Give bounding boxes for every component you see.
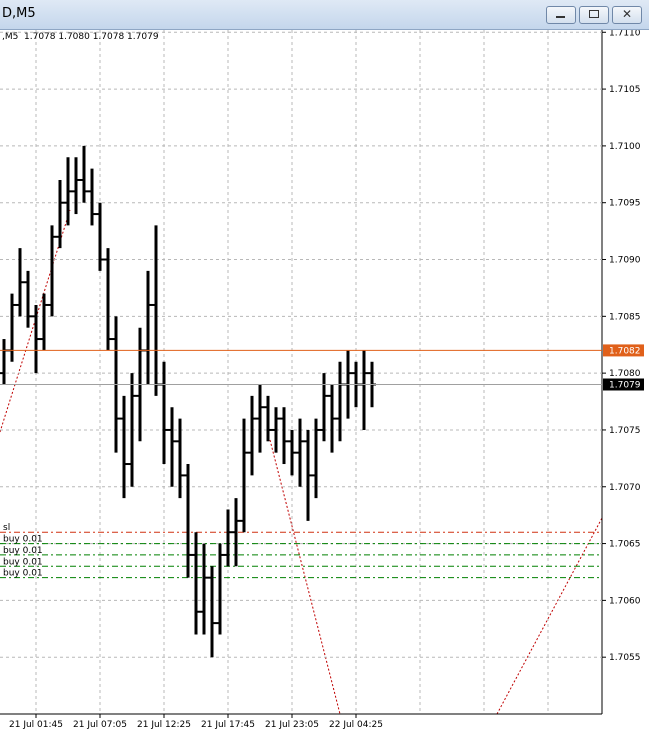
window-title: D,M5 <box>2 6 36 21</box>
order-label: buy 0.01 <box>3 557 43 567</box>
x-tick-label: 21 Jul 12:25 <box>137 720 191 730</box>
info-symbol: ,M5 <box>2 32 18 42</box>
info-prices: 1.7078 1.7080 1.7078 1.7079 <box>24 32 159 42</box>
y-tick-label: 1.7065 <box>609 540 641 550</box>
y-tick-label: 1.7110 <box>609 30 641 38</box>
y-tick-label: 1.7080 <box>609 369 641 379</box>
order-label: buy 0.01 <box>3 546 43 556</box>
price-label-bg <box>603 378 644 391</box>
plot-area <box>0 30 602 714</box>
title-bar: D,M5 ✕ <box>0 0 649 30</box>
y-tick-label: 1.7070 <box>609 483 641 493</box>
trend-line <box>496 517 603 715</box>
y-tick-label: 1.7075 <box>609 426 641 436</box>
x-tick-label: 22 Jul 04:25 <box>329 720 383 730</box>
y-tick-label: 1.7090 <box>609 256 641 266</box>
price-label-bg <box>603 344 644 357</box>
maximize-button[interactable] <box>579 6 609 24</box>
close-button[interactable]: ✕ <box>612 6 642 24</box>
price-label: 1.7079 <box>609 380 641 390</box>
order-label: buy 0.01 <box>3 569 43 579</box>
order-label: sl <box>3 523 10 533</box>
y-tick-label: 1.7105 <box>609 85 641 95</box>
y-tick-label: 1.7100 <box>609 142 641 152</box>
price-label: 1.7082 <box>609 346 641 356</box>
y-tick-label: 1.7085 <box>609 312 641 322</box>
x-tick-label: 21 Jul 17:45 <box>201 720 255 730</box>
y-tick-label: 1.7095 <box>609 199 641 209</box>
y-tick-label: 1.7060 <box>609 596 641 606</box>
y-tick-label: 1.7055 <box>609 653 641 663</box>
minimize-button[interactable] <box>546 6 576 24</box>
x-tick-label: 21 Jul 07:05 <box>73 720 127 730</box>
chart: ,M5 1.7078 1.7080 1.7078 1.7079 1.7055 1.… <box>0 30 644 730</box>
trend-line <box>269 439 341 715</box>
x-tick-label: 21 Jul 01:45 <box>9 720 63 730</box>
order-label: buy 0.01 <box>3 535 43 545</box>
x-tick-label: 21 Jul 23:05 <box>265 720 319 730</box>
